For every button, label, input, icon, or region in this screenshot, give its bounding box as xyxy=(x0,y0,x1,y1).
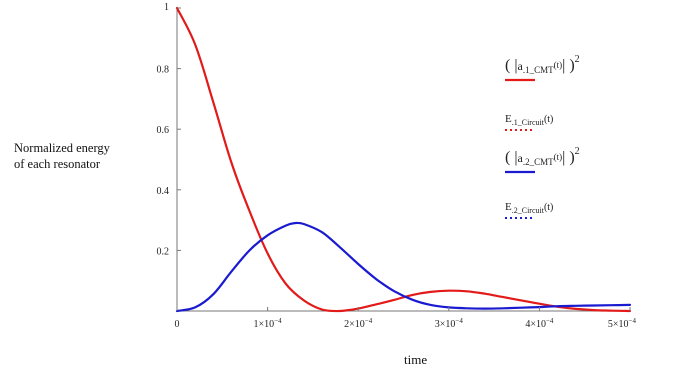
legend-label: ( |a.1_CMT(t)| )2 xyxy=(505,54,580,75)
x-tick-label: 1×10−4 xyxy=(254,317,283,330)
legend-label: E.2_Circuit(t) xyxy=(505,201,553,215)
x-axis-label: time xyxy=(404,352,428,367)
legend-entry-4: E.2_Circuit(t) xyxy=(505,201,553,219)
y-tick-label: 0.8 xyxy=(157,65,170,76)
x-tick-label: 2×10−4 xyxy=(344,317,373,330)
y-tick-label: 0.4 xyxy=(157,186,170,197)
y-tick-label: 1 xyxy=(164,2,169,13)
y-tick-label: 0.6 xyxy=(157,125,170,136)
legend-entry-1: ( |a.1_CMT(t)| )2 xyxy=(505,54,580,82)
y-axis-label: Normalized energy of each resonator xyxy=(14,140,110,172)
legend-entry-2: E.1_Circuit(t) xyxy=(505,113,553,131)
x-tick-label: 3×10−4 xyxy=(435,317,464,330)
axes xyxy=(176,8,630,312)
x-tick-label: 5×10−4 xyxy=(608,317,637,330)
y-axis-label-line-1: Normalized energy xyxy=(14,141,110,155)
y-tick-label: 0.2 xyxy=(157,246,170,257)
curves xyxy=(175,6,632,313)
x-tick-label: 4×10−4 xyxy=(525,317,554,330)
x-tick-label: 0 xyxy=(175,319,180,330)
ticks: 1 0.8 0.6 0.4 0.2 0 1×10−4 2×10−4 3×10−4 4×10−4 5×… xyxy=(157,2,637,330)
legend: ( |a.1_CMT(t)| )2 E.1_Circuit(t) ( |a.2_CM… xyxy=(505,54,580,219)
legend-label: E.1_Circuit(t) xyxy=(505,113,553,127)
series-line-3 xyxy=(175,221,632,313)
legend-label: ( |a.2_CMT(t)| )2 xyxy=(505,146,580,167)
y-axis-label-line-2: of each resonator xyxy=(14,157,101,171)
legend-entry-3: ( |a.2_CMT(t)| )2 xyxy=(505,146,580,174)
